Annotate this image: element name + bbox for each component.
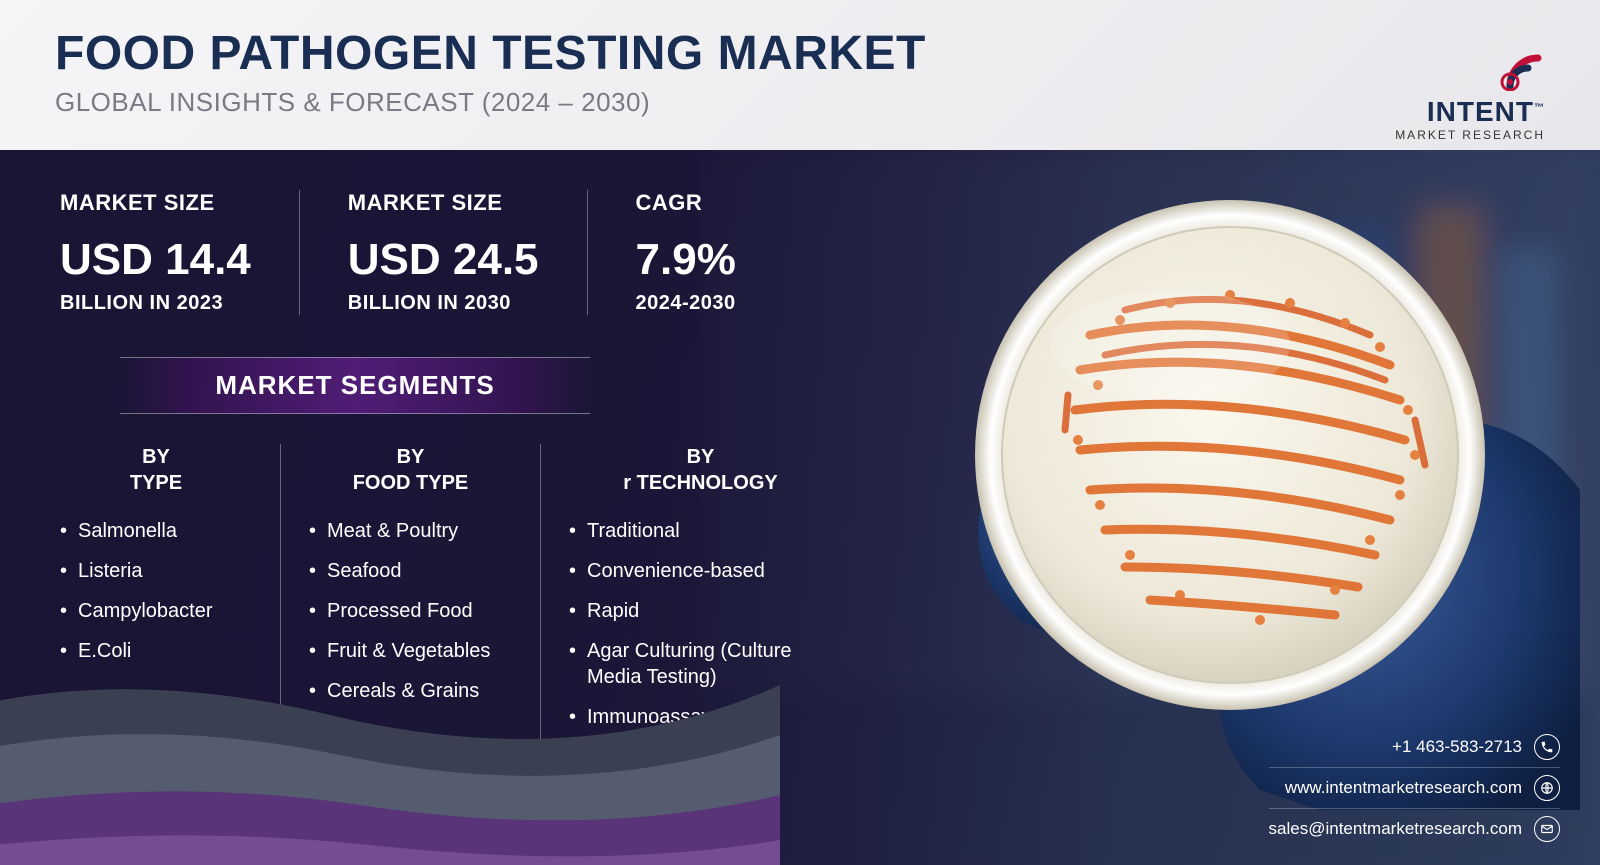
list-item: Convenience-based [569,558,832,584]
metric-market-size-2030: MARKET SIZE USD 24.5 BILLION IN 2030 [299,190,587,315]
contact-phone-row: +1 463-583-2713 [1269,727,1560,767]
contact-block: +1 463-583-2713 www.intentmarketresearch… [1269,727,1560,849]
metrics-row: MARKET SIZE USD 14.4 BILLION IN 2023 MAR… [60,190,880,315]
main-panel: MARKET SIZE USD 14.4 BILLION IN 2023 MAR… [0,150,1600,865]
logo-wifi-icon [1475,36,1545,91]
logo-brand-text: INTENT™ [1395,98,1545,126]
segment-list-food: Meat & Poultry Seafood Processed Food Fr… [309,518,512,704]
list-item: Listeria [60,558,252,584]
segment-col-type: BY TYPE Salmonella Listeria Campylobacte… [60,444,280,784]
metric-unit: 2024-2030 [636,292,736,315]
metric-value: USD 24.5 [348,238,539,282]
metric-value: 7.9% [636,238,736,282]
list-item: Meat & Poultry [309,518,512,544]
list-item: Cereals & Grains [309,678,512,704]
brand-logo: INTENT™ MARKET RESEARCH [1395,28,1545,142]
segment-by: BY [397,446,425,468]
segment-by: BY [687,446,715,468]
list-item: Agar Culturing (Culture Media Testing) [569,638,832,690]
metric-label: MARKET SIZE [348,190,539,216]
metric-unit: BILLION IN 2030 [348,292,539,315]
segment-category: TYPE [130,472,182,494]
segment-heading: BY FOOD TYPE [309,444,512,496]
segment-heading: BY TYPE [60,444,252,496]
list-item: Processed Food [309,598,512,624]
contact-email: sales@intentmarketresearch.com [1269,819,1522,839]
list-item: Fruit & Vegetables [309,638,512,664]
metric-value: USD 14.4 [60,238,251,282]
segment-category: FOOD TYPE [353,472,469,494]
page-title: FOOD PATHOGEN TESTING MARKET [55,28,1395,81]
contact-web: www.intentmarketresearch.com [1285,778,1522,798]
metric-label: CAGR [636,190,736,216]
list-item: Salmonella [60,518,252,544]
globe-icon [1534,775,1560,801]
segment-by: BY [142,446,170,468]
metric-unit: BILLION IN 2023 [60,292,251,315]
list-item: PCR [569,744,832,770]
email-icon [1534,816,1560,842]
contact-email-row: sales@intentmarketresearch.com [1269,808,1560,849]
content-area: MARKET SIZE USD 14.4 BILLION IN 2023 MAR… [0,150,880,784]
list-item: Campylobacter [60,598,252,624]
segment-col-technology: BY r TECHNOLOGY Traditional Convenience-… [540,444,860,784]
segment-list-type: Salmonella Listeria Campylobacter E.Coli [60,518,252,664]
list-item: Rapid [569,598,832,624]
list-item: Immunoassay [569,704,832,730]
segments-banner: MARKET SEGMENTS [120,357,590,414]
contact-web-row: www.intentmarketresearch.com [1269,767,1560,808]
list-item: Seafood [309,558,512,584]
segment-col-food-type: BY FOOD TYPE Meat & Poultry Seafood Proc… [280,444,540,784]
metric-market-size-2023: MARKET SIZE USD 14.4 BILLION IN 2023 [60,190,299,315]
logo-subtext: MARKET RESEARCH [1395,128,1545,142]
phone-icon [1534,734,1560,760]
contact-phone: +1 463-583-2713 [1392,737,1522,757]
list-item: E.Coli [60,638,252,664]
logo-tm: ™ [1534,103,1545,114]
segment-heading: BY r TECHNOLOGY [569,444,832,496]
petri-dish-icon [970,195,1490,715]
metric-cagr: CAGR 7.9% 2024-2030 [587,190,784,315]
metric-label: MARKET SIZE [60,190,251,216]
logo-brand: INTENT [1427,96,1534,127]
segment-list-tech: Traditional Convenience-based Rapid Agar… [569,518,832,770]
page-subtitle: GLOBAL INSIGHTS & FORECAST (2024 – 2030) [55,87,1395,118]
list-item: Traditional [569,518,832,544]
header: FOOD PATHOGEN TESTING MARKET GLOBAL INSI… [0,0,1600,150]
segments-row: BY TYPE Salmonella Listeria Campylobacte… [60,444,880,784]
segment-category: TECHNOLOGY [637,472,778,494]
header-text: FOOD PATHOGEN TESTING MARKET GLOBAL INSI… [55,28,1395,118]
